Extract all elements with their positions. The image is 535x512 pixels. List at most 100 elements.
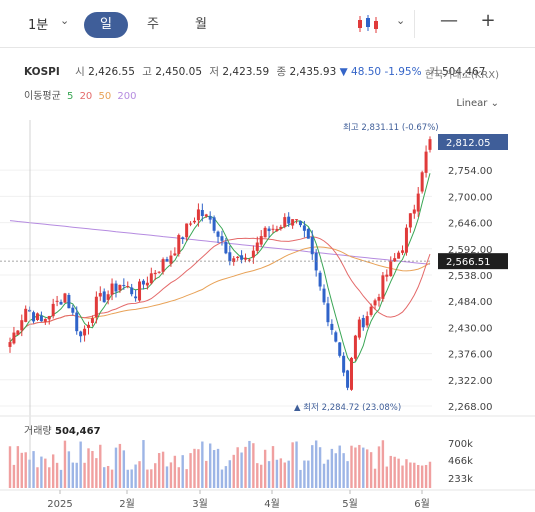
volume-bar bbox=[48, 467, 51, 488]
volume-bar bbox=[240, 452, 243, 488]
volume-bar bbox=[271, 446, 275, 488]
volume-bar bbox=[12, 464, 16, 488]
candlestick-icon[interactable] bbox=[356, 14, 380, 34]
scale-mode-select[interactable]: Linear ⌄ bbox=[456, 98, 499, 109]
candle bbox=[130, 287, 134, 295]
volume-bar bbox=[256, 463, 259, 488]
volume-bar bbox=[303, 460, 306, 488]
close-value: 2,435.93 bbox=[289, 66, 337, 78]
ma-legend[interactable]: 이동평균 5 20 50 200 bbox=[24, 87, 140, 102]
volume-bar bbox=[122, 450, 126, 488]
candle bbox=[349, 357, 353, 390]
candle bbox=[232, 258, 236, 262]
candle bbox=[275, 228, 279, 231]
price-chart[interactable]: 2,754.00 2,700.00 2,646.00 2,592.00 2,538.00… bbox=[0, 110, 535, 512]
low-value: 2,423.59 bbox=[222, 66, 270, 78]
volume-bar bbox=[91, 450, 94, 488]
candle bbox=[251, 250, 255, 258]
volume-bar bbox=[36, 467, 39, 488]
last-price-label: 2,812.05 bbox=[446, 138, 491, 149]
volume-bar bbox=[322, 463, 326, 488]
candle bbox=[43, 318, 47, 322]
volume-label: 거 bbox=[428, 66, 439, 78]
candle bbox=[291, 219, 295, 226]
candle bbox=[177, 235, 181, 254]
volume-bar bbox=[189, 453, 192, 488]
candle bbox=[334, 332, 338, 342]
price-axis-label: 2,430.00 bbox=[448, 323, 493, 334]
x-axis-label: 4월 bbox=[264, 498, 280, 510]
candle bbox=[338, 342, 342, 356]
high-annotation: 최고 2,831.11 (-0.67%) bbox=[343, 122, 439, 133]
volume-bar bbox=[358, 444, 361, 488]
candle bbox=[287, 216, 291, 224]
volume-bar bbox=[260, 464, 263, 488]
volume-bar bbox=[59, 469, 63, 488]
tab-month[interactable]: 월 bbox=[195, 17, 207, 32]
x-axis-label: 2월 bbox=[119, 498, 135, 510]
ma20-path bbox=[9, 236, 431, 343]
candle bbox=[314, 252, 318, 271]
volume-bar bbox=[381, 440, 385, 488]
candle bbox=[106, 294, 110, 300]
volume-bar bbox=[236, 447, 239, 488]
ma-200-line bbox=[9, 220, 431, 265]
volume-bar bbox=[314, 440, 318, 488]
zoom-in-button[interactable]: + bbox=[480, 10, 496, 31]
candle bbox=[369, 306, 373, 315]
volume-bar bbox=[51, 454, 55, 488]
tab-day[interactable]: 일 bbox=[84, 12, 128, 38]
chevron-down-icon[interactable]: ⌄ bbox=[396, 14, 406, 27]
candle bbox=[401, 250, 405, 253]
price-axis-label: 2,754.00 bbox=[448, 166, 493, 177]
volume-bar bbox=[428, 461, 432, 488]
high-value: 2,450.05 bbox=[155, 66, 203, 78]
candle bbox=[373, 300, 377, 306]
candle bbox=[35, 313, 39, 320]
zoom-out-button[interactable]: — bbox=[440, 10, 458, 31]
candle bbox=[393, 258, 397, 262]
volume-value: 504,467 bbox=[441, 66, 486, 78]
volume-bar bbox=[346, 461, 349, 488]
volume-bar bbox=[275, 459, 279, 488]
candle bbox=[102, 291, 106, 303]
chevron-down-icon[interactable]: ⌄ bbox=[60, 14, 70, 27]
volume-bar bbox=[181, 455, 184, 488]
candle bbox=[138, 281, 142, 301]
volume-bar bbox=[350, 445, 353, 488]
chart-grid bbox=[0, 169, 432, 407]
candle bbox=[75, 312, 79, 332]
x-axis-label: 6월 bbox=[414, 498, 430, 510]
volume-bar bbox=[201, 441, 204, 488]
candle bbox=[12, 332, 16, 344]
volume-bar bbox=[154, 463, 157, 488]
price-axis-label: 2,268.00 bbox=[448, 402, 493, 413]
volume-bar bbox=[334, 453, 337, 488]
candle bbox=[346, 370, 350, 388]
volume-bar bbox=[126, 469, 129, 488]
candle bbox=[326, 303, 330, 323]
candle bbox=[204, 214, 208, 217]
low-annotation: ▲ 최저 2,284.72 (23.08%) bbox=[294, 402, 401, 413]
volume-bar bbox=[142, 440, 145, 488]
tab-week[interactable]: 주 bbox=[147, 17, 159, 32]
candle bbox=[192, 220, 196, 223]
volume-bar bbox=[173, 455, 177, 488]
candle bbox=[181, 237, 185, 239]
volume-bar bbox=[318, 447, 322, 488]
candle bbox=[302, 225, 306, 231]
volume-bar bbox=[330, 448, 334, 488]
candle bbox=[208, 216, 212, 220]
volume-panel-value: 504,467 bbox=[55, 426, 101, 437]
interval-select[interactable]: 1분 bbox=[28, 18, 49, 33]
candle bbox=[51, 303, 55, 317]
volume-bar bbox=[99, 444, 102, 488]
volume-bar bbox=[385, 466, 389, 488]
volume-bar bbox=[252, 443, 255, 488]
candle bbox=[255, 242, 259, 251]
annotations: 최고 2,831.11 (-0.67%) ▲ 최저 2,284.72 (23.08… bbox=[294, 122, 439, 413]
price-axis-label: 2,592.00 bbox=[448, 245, 493, 256]
candle bbox=[149, 273, 153, 284]
volume-bar bbox=[362, 447, 365, 488]
price-axis-label: 2,322.00 bbox=[448, 376, 493, 387]
